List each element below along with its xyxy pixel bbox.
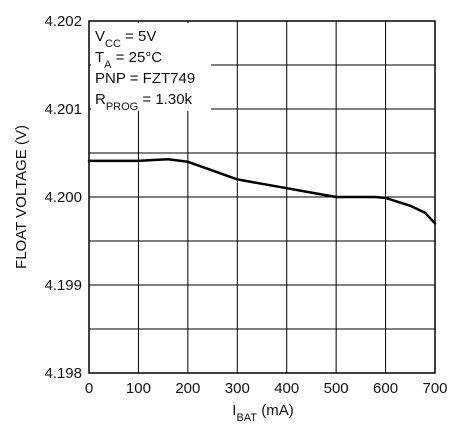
annotation-ta: TA = 25°C: [95, 49, 162, 71]
y-tick-label: 4.198: [44, 365, 82, 382]
x-tick-label: 400: [274, 380, 299, 397]
x-tick-label: 300: [225, 380, 250, 397]
x-tick-label: 0: [85, 380, 93, 397]
x-tick-label: 200: [175, 380, 200, 397]
y-axis-label: FLOAT VOLTAGE (V): [13, 125, 30, 269]
annotation-pnp: PNP = FZT749: [95, 70, 195, 87]
y-tick-label: 4.202: [44, 13, 82, 30]
y-tick-labels: 4.198 4.199 4.200 4.201 4.202: [44, 13, 82, 382]
plot-frame: [88, 20, 436, 374]
x-tick-label: 100: [126, 380, 151, 397]
annotation-box: [91, 23, 211, 111]
x-tick-label: 600: [373, 380, 398, 397]
y-tick-label: 4.200: [44, 189, 82, 206]
x-axis-label: IBAT (mA): [232, 402, 293, 424]
y-tick-label: 4.201: [44, 101, 82, 118]
x-tick-labels: 0 100 200 300 400 500 600 700: [85, 380, 448, 397]
x-tick-label: 500: [324, 380, 349, 397]
y-tick-label: 4.199: [44, 277, 82, 294]
annotation-rprog: RPROG = 1.30k: [95, 91, 193, 113]
annotation-vcc: VCC = 5V: [95, 28, 156, 50]
float-voltage-line: [87, 157, 437, 225]
x-tick-label: 700: [422, 380, 447, 397]
